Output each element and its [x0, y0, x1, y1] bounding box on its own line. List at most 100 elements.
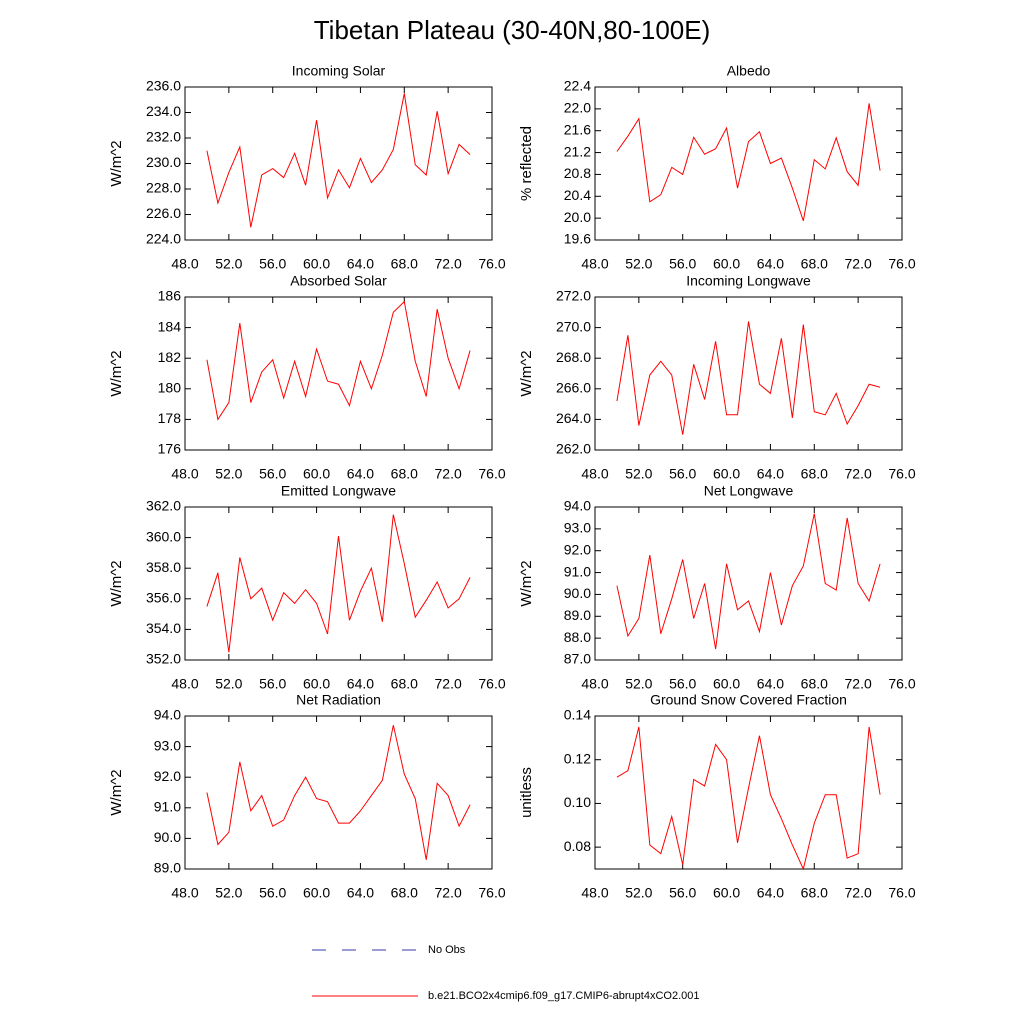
- x-tick-label: 68.0: [391, 885, 418, 901]
- y-axis-label: W/m^2: [108, 769, 125, 815]
- panel-title: Incoming Longwave: [686, 273, 811, 289]
- x-tick-label: 52.0: [215, 885, 242, 901]
- y-axis-label: W/m^2: [108, 560, 125, 606]
- x-tick-label: 56.0: [669, 885, 696, 901]
- x-tick-label: 52.0: [215, 676, 242, 692]
- x-tick-label: 52.0: [625, 466, 652, 482]
- x-tick-label: 60.0: [713, 676, 740, 692]
- plot-frame: [594, 506, 903, 661]
- legend-label: b.e21.BCO2x4cmip6.f09_g17.CMIP6-abrupt4x…: [428, 990, 700, 1002]
- x-tick-label: 60.0: [303, 676, 330, 692]
- plot-frame: [184, 506, 493, 661]
- y-tick-label: 354.0: [146, 620, 181, 636]
- y-tick-label: 0.12: [564, 750, 591, 766]
- y-tick-label: 266.0: [556, 380, 591, 396]
- y-tick-label: 184: [158, 318, 182, 334]
- y-tick-label: 90.0: [154, 829, 181, 845]
- x-tick-label: 64.0: [757, 256, 784, 272]
- y-tick-label: 180: [158, 380, 182, 396]
- data-line: [206, 93, 471, 228]
- x-tick-label: 56.0: [259, 676, 286, 692]
- x-tick-label: 72.0: [845, 676, 872, 692]
- y-tick-label: 226.0: [146, 205, 181, 221]
- y-tick-label: 22.4: [564, 78, 591, 94]
- y-tick-label: 22.0: [564, 100, 591, 116]
- x-tick-label: 72.0: [435, 885, 462, 901]
- x-tick-label: 52.0: [215, 466, 242, 482]
- x-tick-label: 60.0: [303, 885, 330, 901]
- x-tick-label: 76.0: [888, 466, 915, 482]
- y-tick-label: 88.0: [564, 629, 591, 645]
- x-tick-label: 72.0: [435, 256, 462, 272]
- y-tick-label: 178: [158, 410, 182, 426]
- x-tick-label: 56.0: [259, 256, 286, 272]
- x-tick-label: 64.0: [757, 885, 784, 901]
- x-tick-label: 52.0: [625, 885, 652, 901]
- x-tick-label: 68.0: [801, 256, 828, 272]
- x-tick-label: 72.0: [435, 676, 462, 692]
- y-tick-label: 356.0: [146, 590, 181, 606]
- y-axis-label: W/m^2: [108, 350, 125, 396]
- y-tick-label: 89.0: [564, 607, 591, 623]
- y-tick-label: 93.0: [564, 520, 591, 536]
- data-line: [616, 726, 881, 871]
- x-tick-label: 56.0: [259, 885, 286, 901]
- y-tick-label: 228.0: [146, 180, 181, 196]
- x-tick-label: 60.0: [713, 256, 740, 272]
- x-tick-label: 60.0: [713, 885, 740, 901]
- y-tick-label: 272.0: [556, 288, 591, 304]
- x-tick-label: 56.0: [669, 676, 696, 692]
- y-tick-label: 358.0: [146, 559, 181, 575]
- y-tick-label: 0.10: [564, 794, 591, 810]
- y-tick-label: 270.0: [556, 318, 591, 334]
- plot-frame: [184, 296, 493, 451]
- x-tick-label: 64.0: [347, 466, 374, 482]
- y-tick-label: 224.0: [146, 231, 181, 247]
- x-tick-label: 56.0: [259, 466, 286, 482]
- x-tick-label: 68.0: [801, 885, 828, 901]
- y-tick-label: 360.0: [146, 528, 181, 544]
- panel-title: Emitted Longwave: [281, 483, 396, 499]
- x-tick-label: 48.0: [171, 676, 198, 692]
- x-tick-label: 64.0: [347, 256, 374, 272]
- x-tick-label: 76.0: [478, 466, 505, 482]
- y-tick-label: 89.0: [154, 860, 181, 876]
- y-tick-label: 186: [158, 288, 182, 304]
- x-tick-label: 68.0: [801, 466, 828, 482]
- y-tick-label: 91.0: [564, 563, 591, 579]
- data-line: [206, 514, 471, 653]
- y-tick-label: 230.0: [146, 154, 181, 170]
- legend-label: No Obs: [428, 944, 466, 956]
- y-tick-label: 94.0: [154, 707, 181, 723]
- x-tick-label: 48.0: [171, 885, 198, 901]
- y-axis-label: W/m^2: [108, 140, 125, 186]
- x-tick-label: 48.0: [581, 885, 608, 901]
- x-tick-label: 52.0: [625, 676, 652, 692]
- x-tick-label: 64.0: [347, 676, 374, 692]
- y-tick-label: 93.0: [154, 737, 181, 753]
- panel-title: Net Radiation: [296, 692, 381, 708]
- panel-title: Albedo: [727, 63, 771, 79]
- x-tick-label: 52.0: [625, 256, 652, 272]
- x-tick-label: 64.0: [347, 885, 374, 901]
- panel-title: Net Longwave: [704, 483, 794, 499]
- y-tick-label: 234.0: [146, 103, 181, 119]
- x-tick-label: 48.0: [581, 256, 608, 272]
- x-tick-label: 76.0: [478, 885, 505, 901]
- page-title: Tibetan Plateau (30-40N,80-100E): [314, 15, 711, 45]
- y-tick-label: 176: [158, 441, 182, 457]
- x-tick-label: 64.0: [757, 466, 784, 482]
- data-line: [206, 300, 471, 421]
- data-line: [616, 103, 881, 222]
- y-tick-label: 182: [158, 349, 182, 365]
- y-axis-label: unitless: [518, 767, 535, 818]
- data-line: [616, 321, 881, 435]
- x-tick-label: 48.0: [171, 466, 198, 482]
- y-tick-label: 236.0: [146, 78, 181, 94]
- x-tick-label: 56.0: [669, 256, 696, 272]
- data-line: [206, 725, 471, 860]
- y-tick-label: 20.8: [564, 165, 591, 181]
- y-tick-label: 0.08: [564, 838, 591, 854]
- y-axis-label: W/m^2: [518, 560, 535, 606]
